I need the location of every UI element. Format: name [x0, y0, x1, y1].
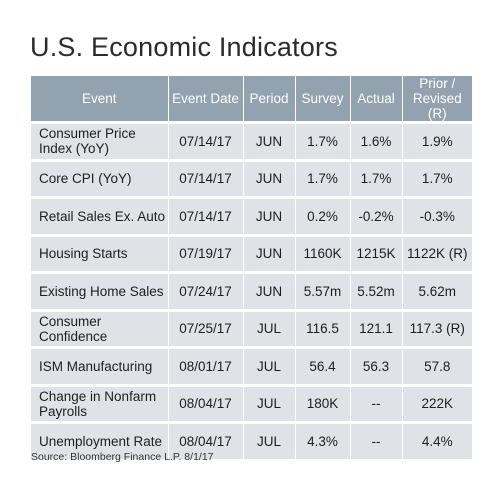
survey-cell: 56.4	[295, 347, 351, 387]
period-cell: JUL	[243, 422, 296, 462]
header-survey: Survey	[295, 76, 351, 124]
survey-cell: 1.7%	[295, 160, 351, 199]
prior-revised-cell: 222K	[402, 385, 472, 424]
event-date-cell: 07/24/17	[168, 272, 244, 312]
actual-cell: 1.6%	[350, 122, 403, 162]
period-cell: JUN	[243, 197, 296, 237]
table-row: Consumer Price Index (YoY) 07/14/17 JUN 1.7…	[31, 122, 472, 162]
period-cell: JUN	[243, 272, 296, 312]
period-cell: JUN	[243, 235, 296, 274]
event-cell: Existing Home Sales	[31, 272, 169, 312]
event-cell: Retail Sales Ex. Auto	[31, 197, 169, 237]
source-note: Source: Bloomberg Finance L.P. 8/1/17	[31, 451, 214, 463]
event-cell: Unemployment Rate	[31, 422, 169, 462]
event-date-cell: 07/19/17	[168, 235, 244, 274]
header-prior-revised: Prior / Revised (R)	[402, 76, 472, 124]
table-row: ISM Manufacturing 08/01/17 JUL 56.4 56.3 57.8	[31, 347, 472, 387]
survey-cell: 1160K	[295, 235, 351, 274]
table-row: Change in Nonfarm Payrolls 08/04/17 JUL 180…	[31, 385, 472, 424]
period-cell: JUN	[243, 160, 296, 199]
prior-revised-cell: 4.4%	[402, 422, 472, 462]
event-date-cell: 07/14/17	[168, 197, 244, 237]
event-date-cell: 08/04/17	[168, 422, 244, 462]
table-row: Housing Starts 07/19/17 JUN 1160K 1215K 1122K…	[31, 235, 472, 274]
event-cell: Core CPI (YoY)	[31, 160, 169, 199]
event-cell: Consumer Price Index (YoY)	[31, 122, 169, 162]
prior-revised-cell: 1122K (R)	[402, 235, 472, 274]
actual-cell: 5.52m	[350, 272, 403, 312]
prior-revised-cell: 57.8	[402, 347, 472, 387]
table-row: Existing Home Sales 07/24/17 JUN 5.57m 5.52m…	[31, 272, 472, 312]
header-period: Period	[243, 76, 296, 124]
page-title: U.S. Economic Indicators	[30, 32, 338, 62]
survey-cell: 4.3%	[295, 422, 351, 462]
table-row: Consumer Confidence 07/25/17 JUL 116.5 121.1…	[31, 310, 472, 349]
survey-cell: 0.2%	[295, 197, 351, 237]
header-actual: Actual	[350, 76, 403, 124]
event-date-cell: 08/01/17	[168, 347, 244, 387]
survey-cell: 5.57m	[295, 272, 351, 312]
period-cell: JUL	[243, 310, 296, 349]
header-event: Event	[31, 76, 169, 124]
actual-cell: --	[350, 385, 403, 424]
actual-cell: 1215K	[350, 235, 403, 274]
event-cell: Consumer Confidence	[31, 310, 169, 349]
table-row: Retail Sales Ex. Auto 07/14/17 JUN 0.2% -0.2…	[31, 197, 472, 237]
actual-cell: 121.1	[350, 310, 403, 349]
prior-revised-cell: -0.3%	[402, 197, 472, 237]
prior-revised-cell: 1.7%	[402, 160, 472, 199]
event-cell: Change in Nonfarm Payrolls	[31, 385, 169, 424]
event-date-cell: 08/04/17	[168, 385, 244, 424]
survey-cell: 116.5	[295, 310, 351, 349]
period-cell: JUN	[243, 122, 296, 162]
indicators-table: Event Event Date Period Survey Actual Pr…	[31, 76, 472, 462]
actual-cell: --	[350, 422, 403, 462]
actual-cell: -0.2%	[350, 197, 403, 237]
actual-cell: 1.7%	[350, 160, 403, 199]
table-row: Unemployment Rate 08/04/17 JUL 4.3% -- 4.4%	[31, 422, 472, 462]
prior-revised-cell: 117.3 (R)	[402, 310, 472, 349]
survey-cell: 1.7%	[295, 122, 351, 162]
period-cell: JUL	[243, 385, 296, 424]
event-date-cell: 07/14/17	[168, 160, 244, 199]
table-row: Core CPI (YoY) 07/14/17 JUN 1.7% 1.7% 1.7%	[31, 160, 472, 199]
event-date-cell: 07/25/17	[168, 310, 244, 349]
actual-cell: 56.3	[350, 347, 403, 387]
prior-revised-cell: 5.62m	[402, 272, 472, 312]
survey-cell: 180K	[295, 385, 351, 424]
header-row: Event Event Date Period Survey Actual Pr…	[31, 76, 472, 124]
event-cell: ISM Manufacturing	[31, 347, 169, 387]
header-event-date: Event Date	[168, 76, 244, 124]
period-cell: JUL	[243, 347, 296, 387]
event-date-cell: 07/14/17	[168, 122, 244, 162]
event-cell: Housing Starts	[31, 235, 169, 274]
prior-revised-cell: 1.9%	[402, 122, 472, 162]
